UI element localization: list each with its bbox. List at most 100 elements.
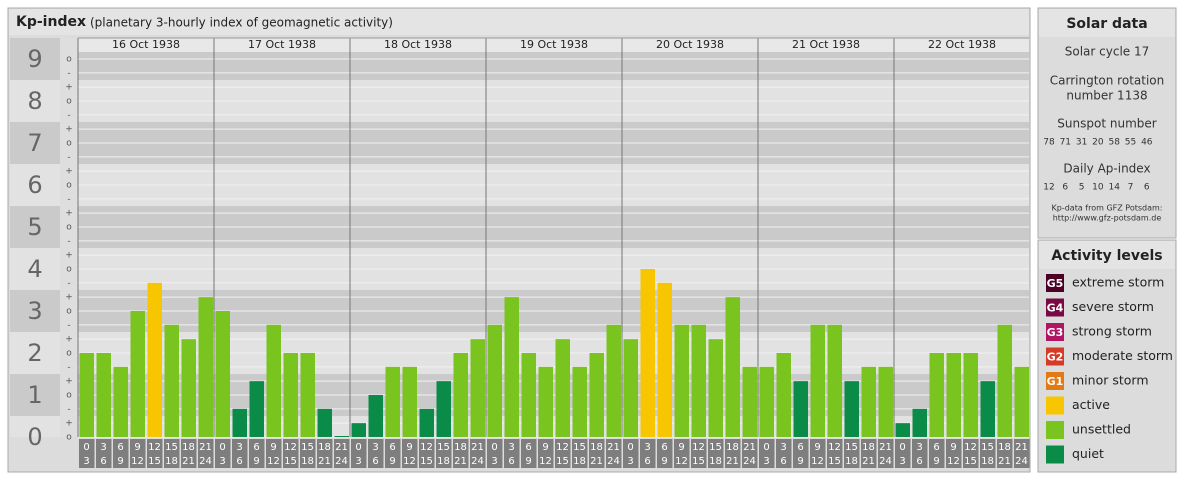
legend-swatch xyxy=(1046,372,1064,390)
kp-bar xyxy=(844,381,859,437)
hour-box xyxy=(725,439,741,468)
hour-start: 3 xyxy=(780,442,786,453)
ap-value: 5 xyxy=(1079,183,1085,193)
kp-bar xyxy=(827,324,842,437)
kp-bar xyxy=(538,366,553,437)
hour-end: 18 xyxy=(709,456,722,467)
legend-code: G5 xyxy=(1047,277,1064,290)
solar-panel xyxy=(1037,7,1177,239)
hour-end: 24 xyxy=(879,456,892,467)
legend-label: severe storm xyxy=(1072,299,1154,314)
hour-end: 21 xyxy=(726,456,739,467)
hour-box xyxy=(742,439,758,468)
y-tick-label: 1 xyxy=(27,381,42,409)
hour-start: 21 xyxy=(607,442,620,453)
kp-bar xyxy=(232,408,247,437)
kp-bar xyxy=(215,311,230,437)
hour-end: 15 xyxy=(148,456,161,467)
hour-start: 9 xyxy=(406,442,412,453)
hour-box xyxy=(946,439,962,468)
sunspot-value: 78 xyxy=(1043,138,1055,148)
hour-end: 24 xyxy=(1015,456,1028,467)
kp-bar xyxy=(742,366,757,437)
hour-box xyxy=(623,439,639,468)
date-label: 20 Oct 1938 xyxy=(656,38,724,51)
hour-box xyxy=(300,439,316,468)
kp-bar xyxy=(572,366,587,437)
kp-bar xyxy=(249,381,264,437)
hour-box xyxy=(317,439,333,468)
hour-start: 0 xyxy=(899,442,905,453)
hour-start: 15 xyxy=(845,442,858,453)
hour-start: 12 xyxy=(420,442,433,453)
kp-bar xyxy=(453,353,468,437)
hour-box xyxy=(895,439,911,468)
minor-tick-label: o xyxy=(66,307,72,317)
minor-tick-label: - xyxy=(67,68,70,78)
date-label: 16 Oct 1938 xyxy=(112,38,180,51)
hour-box xyxy=(521,439,537,468)
legend-code: G1 xyxy=(1047,375,1064,388)
hour-box xyxy=(538,439,554,468)
legend-swatch xyxy=(1046,445,1064,464)
solar-cycle: Solar cycle 17 xyxy=(1065,45,1150,59)
hour-end: 21 xyxy=(590,456,603,467)
kp-bar xyxy=(691,324,706,437)
kp-bar xyxy=(810,324,825,437)
minor-tick-label: + xyxy=(65,83,73,93)
minor-tick-label: - xyxy=(67,320,70,330)
ap-value: 12 xyxy=(1043,183,1054,193)
hour-start: 18 xyxy=(590,442,603,453)
hour-box xyxy=(963,439,979,468)
kp-bar xyxy=(606,324,621,437)
minor-tick-label: - xyxy=(67,236,70,246)
hour-end: 3 xyxy=(355,456,361,467)
legend-swatch xyxy=(1046,323,1064,341)
hour-box xyxy=(79,439,95,468)
hour-box xyxy=(453,439,469,468)
legend-title: Activity levels xyxy=(1051,248,1162,264)
hour-start: 15 xyxy=(981,442,994,453)
credit: Kp-data from GFZ Potsdam: xyxy=(1052,204,1163,213)
kp-bar xyxy=(283,353,298,437)
hour-box xyxy=(164,439,180,468)
y-label-band xyxy=(10,122,60,164)
y-label-band xyxy=(10,80,60,122)
y-label-band xyxy=(10,38,60,80)
y-label-band xyxy=(10,332,60,374)
kp-bar xyxy=(419,408,434,437)
hour-end: 6 xyxy=(644,456,650,467)
legend-label: extreme storm xyxy=(1072,275,1164,290)
minor-tick-label: + xyxy=(65,167,73,177)
carrington: Carrington rotation xyxy=(1050,74,1164,88)
chart-title: Kp-index xyxy=(16,14,86,30)
legend-label: unsettled xyxy=(1072,422,1131,437)
sunspot-value: 58 xyxy=(1108,138,1120,148)
hour-end: 18 xyxy=(437,456,450,467)
hour-box xyxy=(436,439,452,468)
hour-end: 9 xyxy=(117,456,123,467)
hour-end: 12 xyxy=(539,456,552,467)
kp-bar xyxy=(657,282,672,437)
hour-box xyxy=(657,439,673,468)
hour-box xyxy=(844,439,860,468)
kp-bar xyxy=(1014,366,1029,437)
sunspot-value: 46 xyxy=(1141,138,1153,148)
y-tick-label: 3 xyxy=(27,297,42,325)
hour-box xyxy=(283,439,299,468)
y-tick-label: 9 xyxy=(27,45,42,73)
chart-subtitle: (planetary 3-hourly index of geomagnetic… xyxy=(90,16,393,30)
legend-label: strong storm xyxy=(1072,324,1152,339)
hour-end: 18 xyxy=(981,456,994,467)
y-label-band xyxy=(10,206,60,248)
hour-end: 6 xyxy=(236,456,242,467)
hour-box xyxy=(759,439,775,468)
hour-start: 18 xyxy=(454,442,467,453)
minor-tick-label: + xyxy=(65,377,73,387)
hour-end: 15 xyxy=(828,456,841,467)
legend-label: quiet xyxy=(1072,446,1104,461)
hour-start: 0 xyxy=(355,442,361,453)
hour-end: 21 xyxy=(862,456,875,467)
hour-start: 12 xyxy=(148,442,161,453)
hour-end: 3 xyxy=(491,456,497,467)
